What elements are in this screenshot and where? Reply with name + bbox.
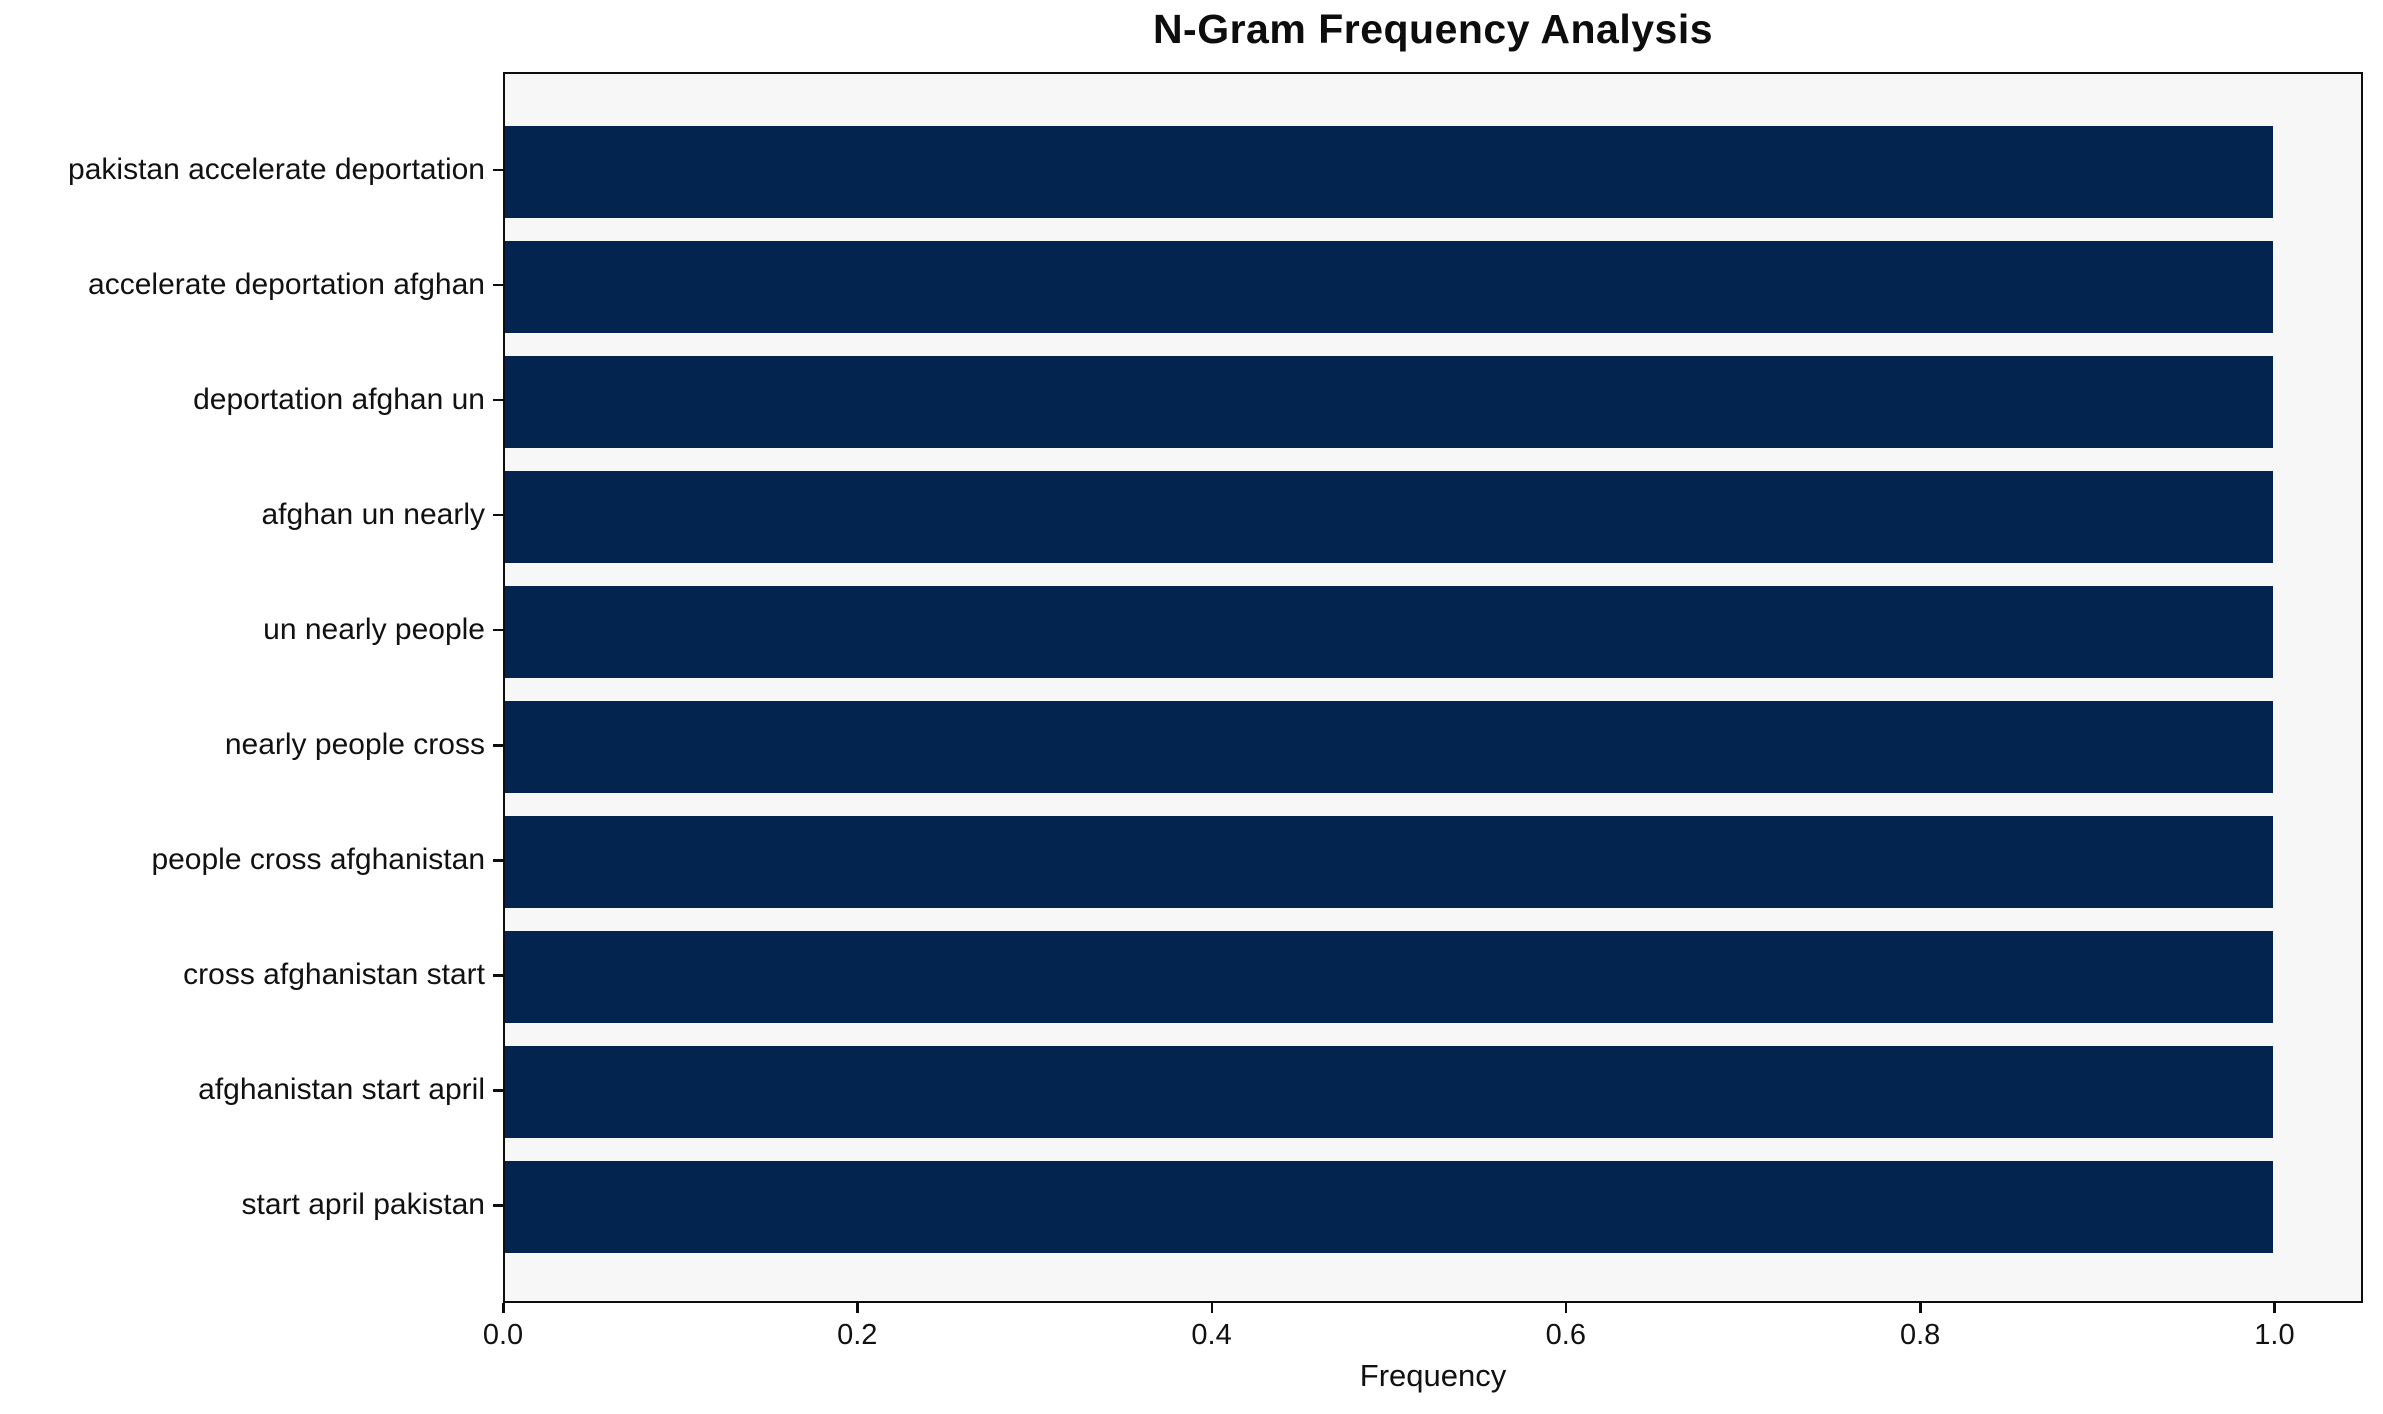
bar	[505, 355, 2273, 448]
bar	[505, 1161, 2273, 1254]
y-tick-mark	[493, 1089, 503, 1092]
bar	[505, 470, 2273, 563]
y-tick-mark	[493, 168, 503, 172]
y-tick-label: afghan un nearly	[261, 497, 485, 531]
bar	[505, 585, 2273, 678]
y-tick-mark	[493, 1204, 503, 1207]
x-tick-mark	[1919, 1303, 1922, 1313]
x-tick-mark	[502, 1303, 505, 1313]
y-tick-label: start april pakistan	[241, 1188, 485, 1222]
y-tick-label: pakistan accelerate deportation	[68, 152, 485, 186]
chart-title: N-Gram Frequency Analysis	[1152, 6, 1714, 52]
x-tick-mark	[1564, 1303, 1568, 1313]
y-tick-mark	[493, 974, 503, 977]
x-tick-label: 1.0	[2254, 1319, 2295, 1351]
x-tick-mark	[856, 1303, 859, 1313]
y-tick-mark	[493, 398, 503, 402]
x-tick-label: 0.2	[837, 1319, 878, 1351]
x-tick-label: 0.6	[1545, 1319, 1587, 1351]
y-tick-mark	[493, 283, 503, 287]
x-tick-mark	[2273, 1303, 2276, 1313]
x-tick-label: 0.4	[1191, 1319, 1232, 1351]
bar	[505, 816, 2273, 909]
bar	[505, 125, 2273, 218]
y-tick-label: people cross afghanistan	[151, 843, 485, 877]
y-tick-label: nearly people cross	[224, 728, 485, 762]
y-tick-label: deportation afghan un	[193, 382, 485, 416]
plot-area	[503, 72, 2363, 1303]
bar	[505, 701, 2273, 794]
y-tick-label: afghanistan start april	[198, 1073, 485, 1107]
bar	[505, 931, 2273, 1024]
x-tick-mark	[1210, 1303, 1214, 1313]
y-tick-label: un nearly people	[263, 612, 485, 646]
bar	[505, 240, 2273, 333]
y-tick-mark	[493, 513, 503, 517]
y-tick-mark	[493, 628, 503, 632]
y-tick-label: cross afghanistan start	[183, 958, 485, 992]
y-tick-label: accelerate deportation afghan	[88, 267, 485, 301]
bar	[505, 1046, 2273, 1139]
y-tick-mark	[493, 744, 503, 747]
x-tick-label: 0.8	[1899, 1319, 1941, 1351]
y-tick-mark	[493, 859, 503, 862]
x-tick-label: 0.0	[482, 1319, 524, 1351]
x-axis-title: Frequency	[1359, 1358, 1507, 1393]
